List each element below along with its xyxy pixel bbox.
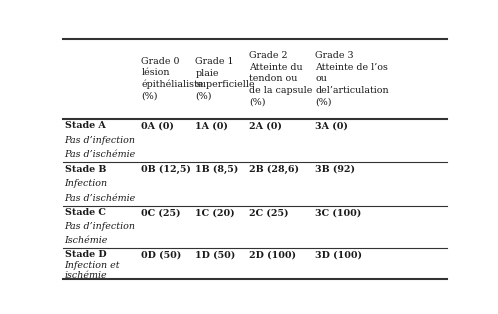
Text: Grade 2
Atteinte du
tendon ou
de la capsule
(%): Grade 2 Atteinte du tendon ou de la caps…	[249, 51, 313, 106]
Text: ischémie: ischémie	[65, 271, 107, 280]
Text: Pas d’infection: Pas d’infection	[65, 136, 135, 145]
Text: Ischémie: Ischémie	[65, 236, 108, 245]
Text: Stade B: Stade B	[65, 165, 106, 174]
Text: 1C (20): 1C (20)	[195, 208, 235, 217]
Text: 2A (0): 2A (0)	[249, 121, 282, 130]
Text: Stade D: Stade D	[65, 251, 106, 259]
Text: 2B (28,6): 2B (28,6)	[249, 165, 299, 174]
Text: Grade 1
plaie
superficielle
(%): Grade 1 plaie superficielle (%)	[195, 57, 255, 100]
Text: 1A (0): 1A (0)	[195, 121, 228, 130]
Text: 0B (12,5): 0B (12,5)	[141, 165, 191, 174]
Text: 0C (25): 0C (25)	[141, 208, 181, 217]
Text: 2D (100): 2D (100)	[249, 251, 296, 259]
Text: Grade 3
Atteinte de l’os
ou
del’articulation
(%): Grade 3 Atteinte de l’os ou del’articula…	[315, 51, 388, 106]
Text: Infection et: Infection et	[65, 261, 120, 270]
Text: 3B (92): 3B (92)	[315, 165, 355, 174]
Text: Infection: Infection	[65, 179, 108, 188]
Text: Pas d’infection: Pas d’infection	[65, 222, 135, 231]
Text: 3D (100): 3D (100)	[315, 251, 362, 259]
Text: 3A (0): 3A (0)	[315, 121, 348, 130]
Text: 1D (50): 1D (50)	[195, 251, 236, 259]
Text: Stade A: Stade A	[65, 121, 105, 130]
Text: Stade C: Stade C	[65, 208, 106, 217]
Text: 0A (0): 0A (0)	[141, 121, 174, 130]
Text: Pas d’ischémie: Pas d’ischémie	[65, 150, 136, 159]
Text: 0D (50): 0D (50)	[141, 251, 182, 259]
Text: 2C (25): 2C (25)	[249, 208, 289, 217]
Text: 3C (100): 3C (100)	[315, 208, 361, 217]
Text: Pas d’ischémie: Pas d’ischémie	[65, 194, 136, 203]
Text: Grade 0
lésion
épithélialiste
(%): Grade 0 lésion épithélialiste (%)	[141, 57, 204, 101]
Text: 1B (8,5): 1B (8,5)	[195, 165, 239, 174]
